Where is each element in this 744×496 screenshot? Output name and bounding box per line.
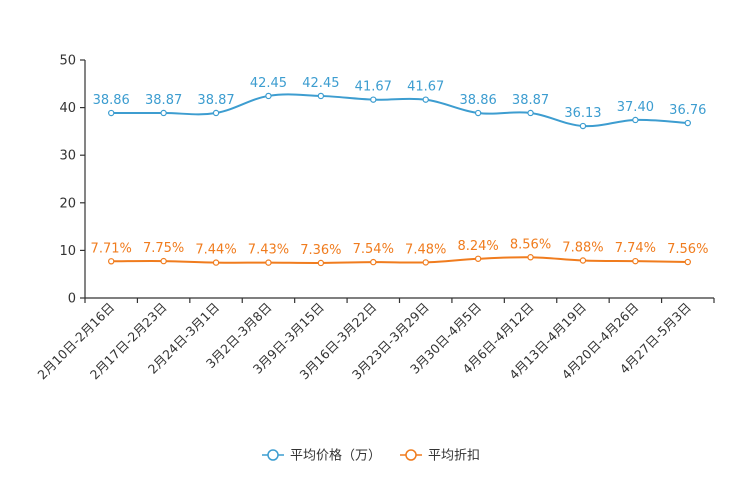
- series-0-data-label: 41.67: [355, 80, 392, 95]
- series-line-0: [111, 93, 688, 128]
- legend-item-0[interactable]: 平均价格（万）: [262, 448, 381, 464]
- axes: 010203040502月10日-2月16日2月17日-2月23日2月24日-3…: [34, 54, 715, 382]
- series-1-point[interactable]: [317, 259, 325, 267]
- series-1-point[interactable]: [684, 258, 691, 266]
- series-0-point[interactable]: [265, 92, 272, 100]
- series-1-point[interactable]: [474, 255, 482, 262]
- series-1-point[interactable]: [212, 259, 220, 266]
- series-0-point[interactable]: [160, 109, 167, 117]
- series-0-data-label: 42.45: [250, 76, 287, 91]
- series-0-point[interactable]: [370, 96, 377, 103]
- series-0-data-label: 42.45: [302, 76, 339, 91]
- series-1-data-label: 8.24%: [457, 239, 498, 254]
- series-1-point[interactable]: [265, 259, 272, 266]
- series-1-data-label: 7.54%: [353, 242, 394, 257]
- y-tick-label: 10: [59, 244, 76, 259]
- series-1-data-label: 8.56%: [510, 237, 551, 252]
- y-tick-label: 30: [59, 149, 76, 164]
- series-1-point[interactable]: [160, 257, 167, 265]
- series-1-data-label: 7.71%: [91, 241, 132, 256]
- series-1-data-label: 7.36%: [300, 243, 341, 258]
- series-1-point[interactable]: [527, 254, 534, 261]
- series-1-data-label: 7.88%: [562, 240, 603, 255]
- series-line-1: [111, 256, 688, 264]
- y-tick-label: 0: [68, 292, 76, 307]
- y-tick-label: 40: [59, 101, 76, 116]
- series-0-data-label: 38.87: [512, 93, 549, 108]
- series-0-point[interactable]: [527, 109, 534, 117]
- series-1-data-label: 7.74%: [615, 241, 656, 256]
- series-0-data-label: 37.40: [617, 100, 654, 115]
- series-0-point[interactable]: [108, 109, 115, 117]
- series-1-point[interactable]: [370, 258, 377, 266]
- series-0-point[interactable]: [212, 109, 220, 117]
- legend-label: 平均价格（万）: [290, 448, 381, 464]
- series-0-point[interactable]: [579, 122, 587, 130]
- legend-marker-icon: [267, 449, 279, 461]
- series-1-point[interactable]: [632, 257, 639, 265]
- series-1-point[interactable]: [422, 259, 429, 266]
- series-layer: [108, 92, 691, 267]
- series-1-data-label: 7.56%: [667, 242, 708, 257]
- series-1-point[interactable]: [108, 258, 115, 265]
- series-0-point[interactable]: [632, 116, 639, 124]
- series-0-data-label: 41.67: [407, 80, 444, 95]
- legend-item-1[interactable]: 平均折扣: [400, 449, 480, 464]
- series-0-data-label: 38.86: [460, 93, 497, 108]
- series-0-data-label: 38.87: [197, 93, 234, 108]
- legend-label: 平均折扣: [428, 449, 480, 464]
- legend: 平均价格（万） 平均折扣: [262, 448, 480, 464]
- series-1-data-label: 7.75%: [143, 241, 184, 256]
- series-1-data-label: 7.44%: [195, 243, 236, 258]
- series-0-point[interactable]: [317, 92, 325, 100]
- y-tick-label: 50: [59, 54, 76, 69]
- series-1-point[interactable]: [579, 257, 587, 264]
- series-1-data-label: 7.48%: [405, 242, 446, 257]
- series-0-data-label: 36.76: [669, 103, 706, 118]
- series-0-point[interactable]: [474, 109, 482, 117]
- series-0-data-label: 38.87: [145, 93, 182, 108]
- data-labels-layer: 38.86 38.87 38.87 42.45 42.45 41.67 41.67 38.86…: [91, 76, 709, 258]
- series-1-data-label: 7.43%: [248, 243, 289, 258]
- series-0-point[interactable]: [422, 96, 429, 103]
- series-0-data-label: 38.86: [93, 93, 130, 108]
- series-0-data-label: 36.13: [564, 106, 601, 121]
- legend-marker-icon: [405, 449, 417, 461]
- series-0-point[interactable]: [684, 119, 691, 127]
- y-tick-label: 20: [59, 196, 76, 211]
